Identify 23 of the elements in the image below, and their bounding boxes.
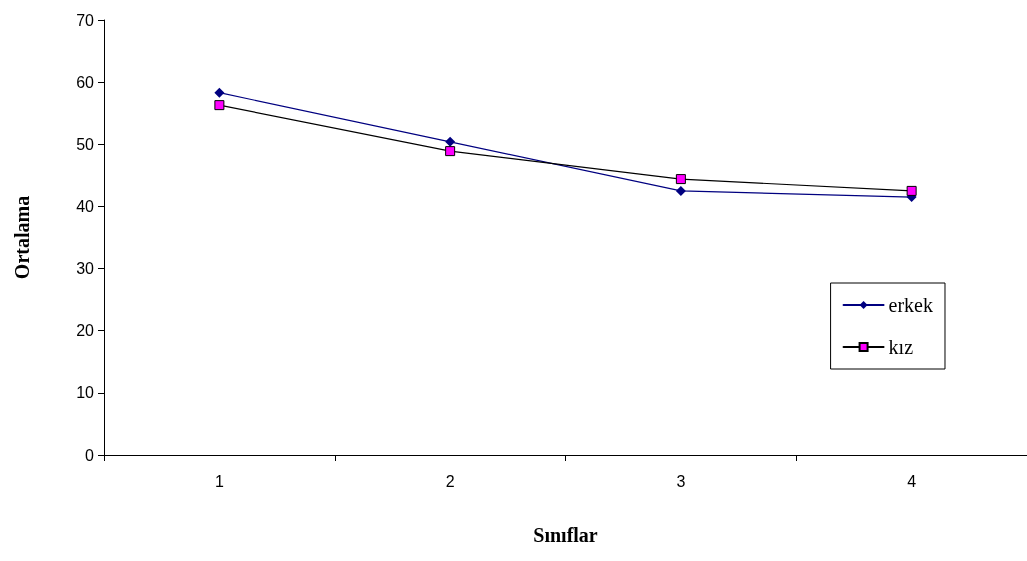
y-tick-label: 20 — [76, 322, 95, 340]
y-tick-label: 0 — [85, 446, 95, 464]
point — [214, 87, 225, 98]
x-tick-label: 2 — [445, 472, 455, 490]
point — [214, 100, 225, 111]
y-axis-title: Ortalama — [11, 195, 33, 280]
point — [675, 174, 686, 185]
point — [906, 185, 917, 196]
y-tick-label: 50 — [76, 135, 95, 153]
y-tick-label: 70 — [76, 11, 95, 29]
x-axis-title: Sınıflar — [533, 524, 598, 546]
point — [445, 136, 456, 147]
point — [445, 146, 456, 157]
x-tick-label: 3 — [676, 472, 686, 490]
y-tick-label: 60 — [76, 73, 95, 91]
legend-label: kız — [888, 336, 914, 358]
y-tick-label: 40 — [76, 197, 95, 215]
legend-label: erkek — [888, 294, 934, 316]
y-tick-label: 10 — [76, 384, 95, 402]
x-tick-label: 4 — [907, 472, 917, 490]
y-tick-label: 30 — [76, 260, 95, 278]
x-tick-label: 1 — [214, 472, 224, 490]
point — [675, 185, 686, 196]
